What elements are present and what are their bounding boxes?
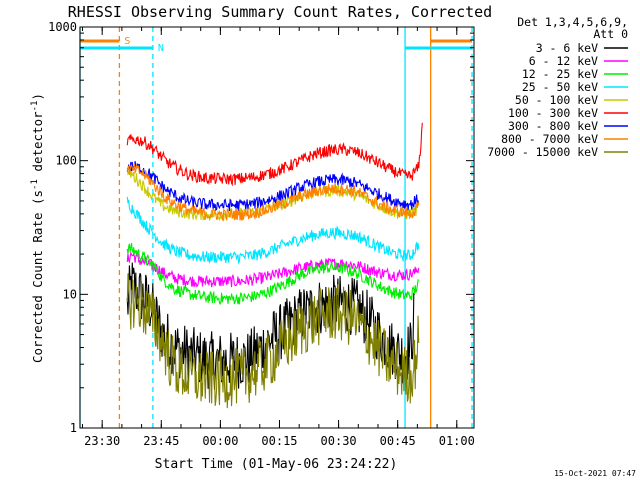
series-line-4 (126, 196, 420, 265)
series-line-7 (126, 161, 420, 212)
series-line-6 (126, 122, 423, 187)
legend-header: Det 1,3,4,5,6,9, Att 0 (517, 15, 628, 41)
marker-label-s: S (124, 36, 130, 47)
legend-label: 12 - 25 keV (522, 67, 598, 81)
x-tick-label: 01:00 (439, 434, 475, 448)
series-line-2 (126, 251, 420, 289)
x-tick-label: 00:30 (321, 434, 357, 448)
legend-label: 100 - 300 keV (508, 106, 598, 120)
series-line-1 (126, 262, 415, 390)
marker-label-n: N (158, 43, 164, 54)
legend-label: 25 - 50 keV (522, 80, 598, 94)
y-tick-label: 1 (70, 421, 77, 435)
y-tick-label: 10 (63, 287, 77, 301)
y-axis-label-c: detector (30, 111, 45, 179)
y-axis-label: Corrected Count Rate (s-1 detector-1) (30, 93, 45, 363)
legend-label: 300 - 800 keV (508, 119, 598, 133)
axes: 1 10 100 1000 23:30 23:45 00:00 00:15 00:30 00:45… (48, 20, 475, 448)
x-tick-label: 00:45 (380, 434, 416, 448)
legend-label: 7000 - 15000 keV (487, 145, 598, 159)
legend-label: 50 - 100 keV (515, 93, 598, 107)
y-axis-label-a: Corrected Count Rate (s (30, 190, 45, 363)
x-tick-label: 23:45 (143, 434, 179, 448)
plot-area: SN (79, 27, 473, 428)
timestamp: 15-Oct-2021 07:47 (554, 469, 636, 478)
legend-header-line-2: Att 0 (593, 27, 628, 41)
y-axis-label-sup-2: -1 (30, 101, 40, 112)
x-tick-label: 00:00 (202, 434, 238, 448)
legend-label: 6 - 12 keV (529, 54, 598, 68)
y-axis-label-sup-1: -1 (30, 179, 40, 190)
legend-header-line-1: Det 1,3,4,5,6,9, (517, 15, 628, 29)
series-line-9 (126, 273, 420, 409)
series-line-3 (126, 242, 420, 306)
y-tick-label: 100 (55, 154, 77, 168)
x-axis-label: Start Time (01-May-06 23:24:22) (155, 457, 398, 472)
x-tick-label: 00:15 (261, 434, 297, 448)
y-axis-label-e: ) (30, 93, 45, 101)
series-line-8 (126, 163, 420, 222)
legend-label: 3 - 6 keV (536, 41, 598, 55)
plot-frame (79, 26, 475, 429)
chart-title: RHESSI Observing Summary Count Rates, Co… (68, 3, 492, 21)
legend-label: 800 - 7000 keV (501, 132, 598, 146)
x-tick-label: 23:30 (84, 434, 120, 448)
y-tick-label: 1000 (48, 20, 77, 34)
